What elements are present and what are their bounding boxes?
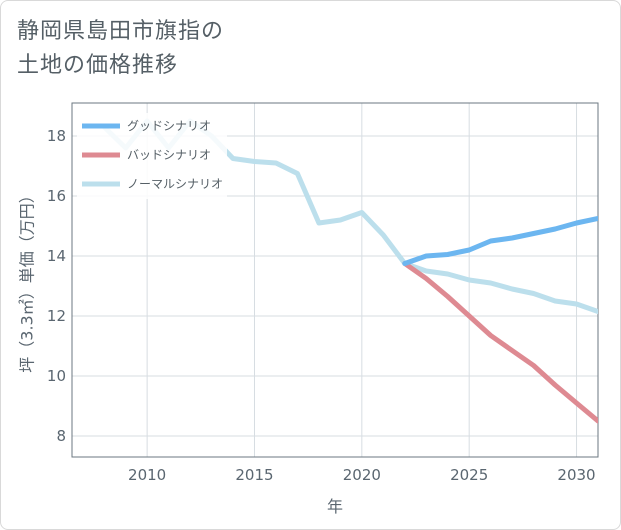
y-tick-label: 18 (47, 127, 66, 145)
y-axis-title: 坪（3.3㎡）単価（万円） (18, 187, 37, 372)
series-line-0 (402, 216, 598, 266)
legend-label-1: バッドシナリオ (127, 148, 211, 162)
y-tick-label: 14 (47, 247, 66, 265)
chart-title: 静岡県島田市旗指の 土地の価格推移 (17, 15, 224, 83)
legend-label-0: グッドシナリオ (127, 119, 211, 133)
x-tick-label: 2020 (343, 466, 381, 484)
y-tick-label: 16 (47, 187, 66, 205)
tick-labels: 2010 2015 2020 2025 2030 8 10 12 14 16 18 (47, 127, 596, 484)
y-tick-label: 12 (47, 307, 66, 325)
x-tick-label: 2025 (450, 466, 488, 484)
y-tick-label: 10 (47, 367, 66, 385)
y-tick-label: 8 (56, 427, 66, 445)
plot-frame (71, 102, 599, 458)
chart-title-line-2: 土地の価格推移 (17, 53, 179, 78)
chart-title-line-1: 静岡県島田市旗指の (17, 19, 225, 44)
x-axis-title: 年 (327, 497, 343, 516)
x-tick-label: 2010 (128, 466, 166, 484)
x-tick-label: 2030 (557, 466, 595, 484)
legend-label-2: ノーマルシナリオ (127, 177, 223, 191)
x-tick-label: 2015 (235, 466, 273, 484)
series-line-1 (402, 261, 598, 424)
